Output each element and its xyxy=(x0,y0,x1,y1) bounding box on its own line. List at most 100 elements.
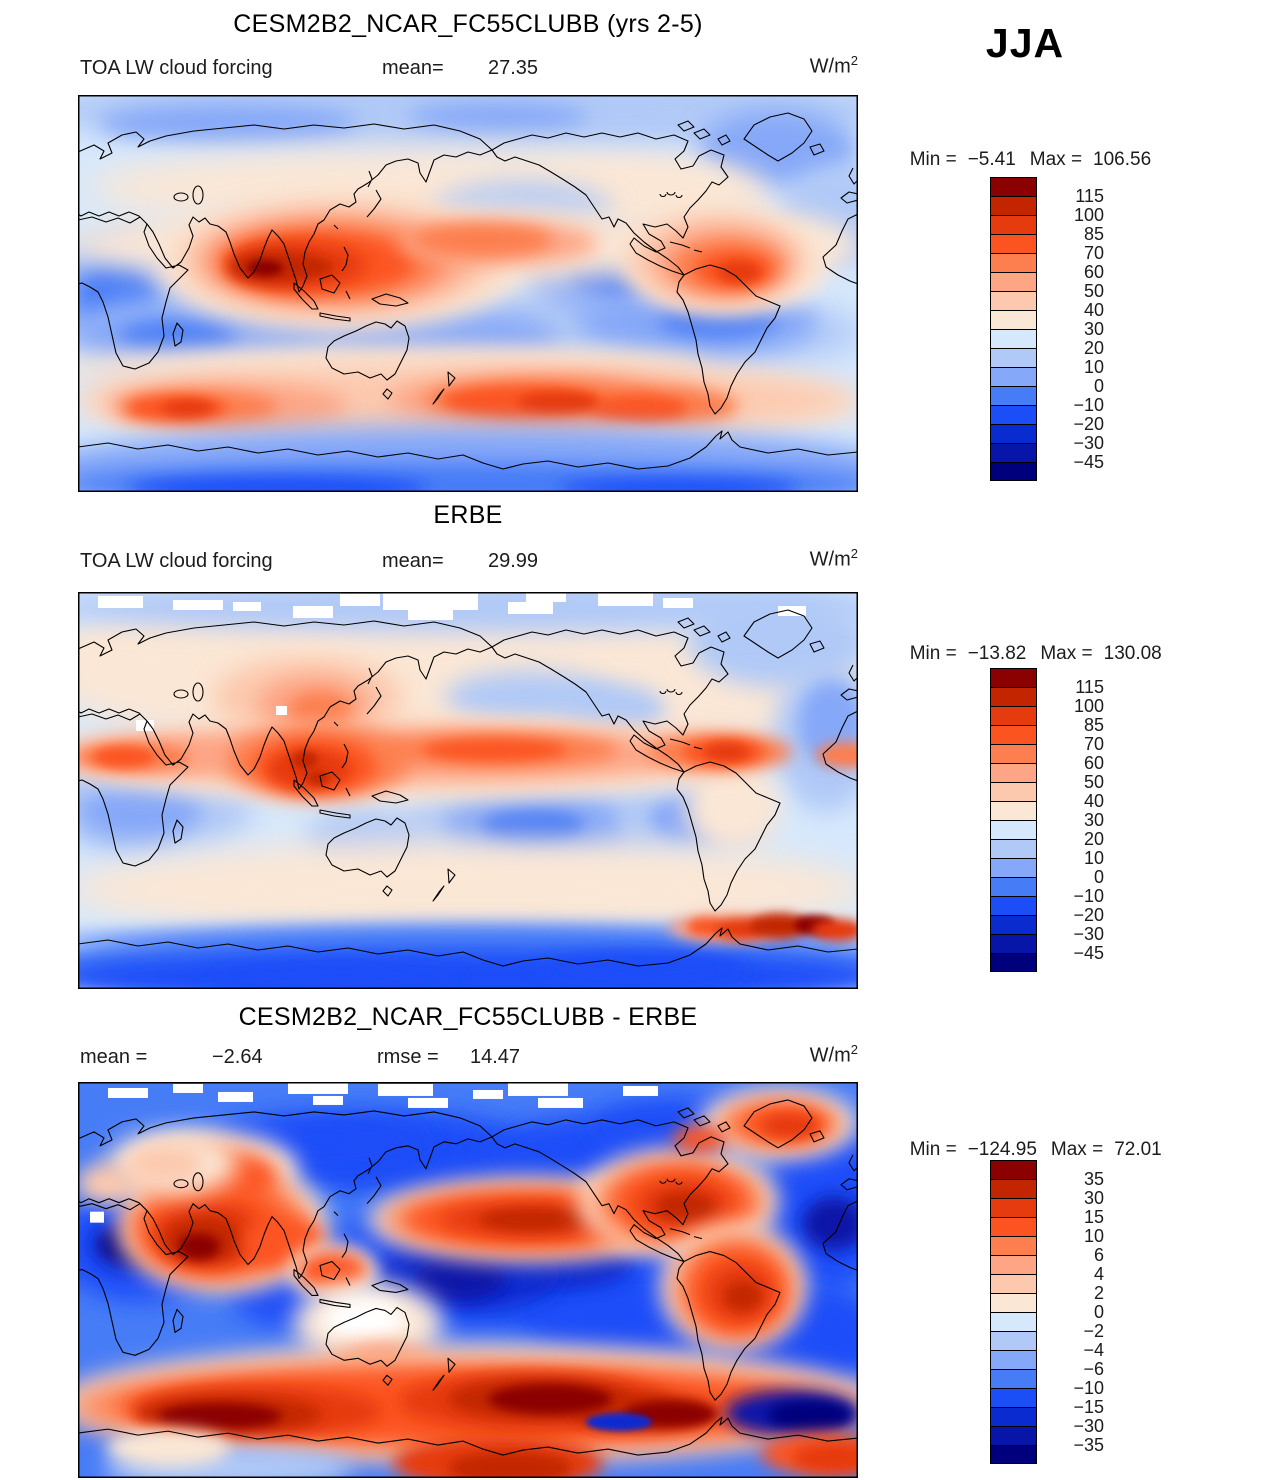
contour-blob xyxy=(793,1443,858,1474)
contour-blob xyxy=(288,692,352,732)
colorbar-cell xyxy=(990,405,1037,424)
contour-blob xyxy=(78,841,858,937)
missing-data-patch xyxy=(598,592,653,606)
max-value: 130.08 xyxy=(1103,643,1162,664)
map-diff xyxy=(78,1082,858,1478)
units-text: W/m xyxy=(809,1044,851,1067)
colorbar-model: 115 100 85 70 60 50 40 30 20 10 0 −10 −20 −30 −45 xyxy=(990,177,1120,485)
contour-blob xyxy=(717,261,761,283)
contour-blob xyxy=(78,1162,140,1205)
colorbar-cell xyxy=(990,744,1037,763)
colorbar-cell xyxy=(990,1274,1037,1293)
colorbar-cell xyxy=(990,1293,1037,1312)
colorbar-tick-label: 70 xyxy=(1083,733,1104,754)
contour-blob xyxy=(158,1403,282,1430)
max-label: Max = xyxy=(1050,1139,1104,1160)
units-label: W/m2 xyxy=(78,53,858,79)
panel-title-model: CESM2B2_NCAR_FC55CLUBB (yrs 2-5) xyxy=(233,10,703,38)
units-label: W/m2 xyxy=(78,546,858,572)
colorbar-cell xyxy=(990,234,1037,253)
colorbar-tick-label: 40 xyxy=(1083,790,1104,811)
colorbar-cell xyxy=(990,668,1037,687)
colorbar-cell xyxy=(990,1331,1037,1350)
colorbar-tick-label: −15 xyxy=(1073,1396,1104,1417)
contour-blob xyxy=(724,1281,762,1312)
colorbar-tick-label: 85 xyxy=(1083,714,1104,735)
contour-blob xyxy=(302,260,334,274)
colorbar-tick-label: 35 xyxy=(1083,1168,1104,1189)
missing-data-patch xyxy=(340,594,380,606)
colorbar-cell xyxy=(990,763,1037,782)
colorbar-tick-label: −6 xyxy=(1083,1358,1104,1379)
colorbar-tick-label: −2 xyxy=(1083,1320,1104,1341)
map-frame xyxy=(78,95,858,492)
missing-data-patch xyxy=(623,1085,658,1096)
colorbar-cell xyxy=(990,1369,1037,1388)
mean-value: −2.64 xyxy=(212,1046,263,1068)
contour-blob xyxy=(481,808,585,844)
contour-blob xyxy=(128,1144,204,1183)
colorbar-cell xyxy=(990,215,1037,234)
max-value: 72.01 xyxy=(1114,1139,1162,1160)
missing-data-patch xyxy=(276,706,287,715)
rmse-label: rmse = xyxy=(377,1046,439,1068)
colorbar-tick-label: −20 xyxy=(1073,413,1104,434)
colorbar-cell xyxy=(990,177,1037,196)
colorbar-cell xyxy=(990,1388,1037,1407)
colorbar-cell xyxy=(990,1236,1037,1255)
max-value: 106.56 xyxy=(1093,149,1152,170)
contour-blob xyxy=(448,1452,572,1478)
colorbar-tick-label: 15 xyxy=(1083,1206,1104,1227)
contour-blob xyxy=(588,395,688,421)
contour-blob xyxy=(518,392,598,412)
minmax-diff: Min = −124.95 Max = 72.01 xyxy=(878,1117,1176,1183)
map-model xyxy=(78,95,858,492)
missing-data-patch xyxy=(293,606,333,618)
colorbar-tick-label: −30 xyxy=(1073,432,1104,453)
season-label: JJA xyxy=(985,20,1065,66)
mean-value: 29.99 xyxy=(488,550,539,572)
colorbar-cell xyxy=(990,725,1037,744)
contour-blob xyxy=(178,1233,220,1260)
colorbar-cell xyxy=(990,367,1037,386)
colorbar-cell xyxy=(990,443,1037,462)
contour-blob xyxy=(561,684,665,736)
colorbar-tick-label: 10 xyxy=(1083,1225,1104,1246)
contour-blob xyxy=(768,1400,852,1431)
contour-blob xyxy=(78,786,202,838)
colorbar-cell xyxy=(990,1407,1037,1426)
missing-data-patch xyxy=(173,1083,203,1093)
contour-blob xyxy=(106,1429,230,1468)
colorbar-cell xyxy=(990,915,1037,934)
mean-label: mean= xyxy=(382,57,444,79)
colorbar-cell xyxy=(990,386,1037,405)
mean-label: mean = xyxy=(80,1046,148,1068)
missing-data-patch xyxy=(90,1211,104,1223)
colorbar-tick-label: −45 xyxy=(1073,942,1104,963)
max-label: Max = xyxy=(1029,149,1083,170)
colorbar-cell xyxy=(990,1160,1037,1179)
contour-blob xyxy=(128,476,428,492)
missing-data-patch xyxy=(473,1089,503,1099)
contour-blob xyxy=(812,919,858,941)
colorbar-cell xyxy=(990,1217,1037,1236)
colorbar-cell xyxy=(990,424,1037,443)
contour-blob xyxy=(749,913,811,939)
panel-title-obs: ERBE xyxy=(433,501,503,529)
colorbar-cell xyxy=(990,310,1037,329)
colorbar-tick-label: 30 xyxy=(1083,809,1104,830)
contour-blob xyxy=(298,1251,368,1292)
colorbar-tick-label: −10 xyxy=(1073,394,1104,415)
colorbar-cell xyxy=(990,1426,1037,1445)
contour-blob xyxy=(685,762,781,852)
missing-data-patch xyxy=(508,1082,568,1096)
colorbar-cell xyxy=(990,462,1037,481)
contour-blob xyxy=(802,1196,858,1251)
colorbar-tick-label: 60 xyxy=(1083,261,1104,282)
contour-blob xyxy=(413,1257,507,1300)
colorbar-cell xyxy=(990,1350,1037,1369)
contour-blob xyxy=(478,1207,588,1232)
field-label: TOA LW cloud forcing xyxy=(80,550,273,572)
colorbar-tick-label: 20 xyxy=(1083,337,1104,358)
